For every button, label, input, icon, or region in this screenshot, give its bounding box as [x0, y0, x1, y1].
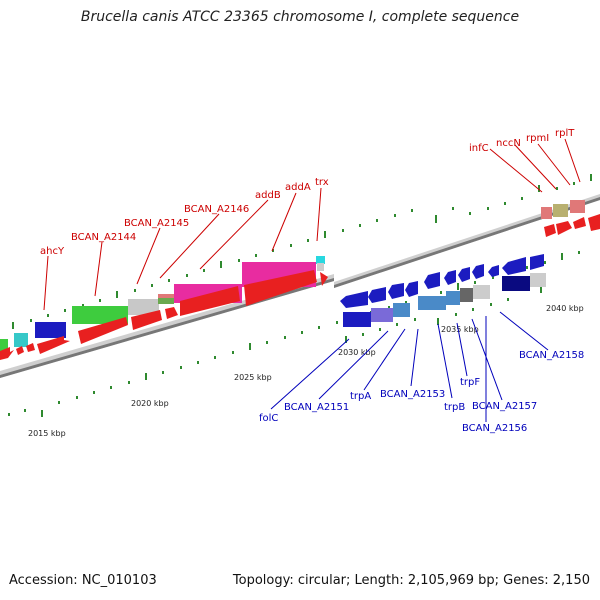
gene-label: ahcY [40, 246, 65, 257]
gene-label: rplT [555, 128, 575, 139]
gene-label: nccN [496, 138, 521, 149]
kbp-label: 2020 kbp [131, 399, 169, 408]
gene-label: addA [285, 182, 311, 193]
map-title: Brucella canis ATCC 23365 chromosome I, … [80, 9, 520, 25]
gene-label: trpA [350, 391, 371, 402]
gene-label: rpmI [526, 133, 549, 144]
forward-gene-labels: ahcY BCAN_A2144 BCAN_A2145 BCAN_A2146 ad… [40, 128, 575, 257]
gene-label: BCAN_A2153 [380, 389, 445, 400]
genome-summary: Topology: circular; Length: 2,105,969 bp… [232, 573, 590, 588]
reverse-gene-labels: folC BCAN_A2151 trpA BCAN_A2153 trpB trp… [259, 350, 584, 434]
kbp-label: 2030 kbp [338, 348, 376, 357]
gene-label: trpB [444, 402, 465, 413]
kbp-scale-labels: 2015 kbp 2020 kbp 2025 kbp 2030 kbp 2035… [28, 304, 584, 438]
gene-label: BCAN_A2145 [124, 218, 189, 229]
gene-label: folC [259, 413, 278, 424]
gene-label: BCAN_A2158 [519, 350, 584, 361]
gene-label: trpF [460, 377, 480, 388]
kbp-label: 2015 kbp [28, 429, 66, 438]
leader-lines [43, 138, 581, 422]
gene-label: BCAN_A2151 [284, 402, 349, 413]
right-segment-genes [340, 200, 600, 327]
kbp-label: 2035 kbp [441, 325, 479, 334]
gene-label: BCAN_A2146 [184, 204, 249, 215]
gene-label: infC [469, 143, 489, 154]
scale-ticks [8, 174, 592, 417]
kbp-label: 2025 kbp [234, 373, 272, 382]
gene-label: trx [315, 177, 329, 188]
gene-label: BCAN_A2156 [462, 423, 527, 434]
gene-label: BCAN_A2144 [71, 232, 136, 243]
gene-label: addB [255, 190, 281, 201]
left-segment-genes [0, 256, 328, 360]
accession-label: Accession: NC_010103 [9, 573, 157, 588]
kbp-label: 2040 kbp [546, 304, 584, 313]
gene-label: BCAN_A2157 [472, 401, 537, 412]
